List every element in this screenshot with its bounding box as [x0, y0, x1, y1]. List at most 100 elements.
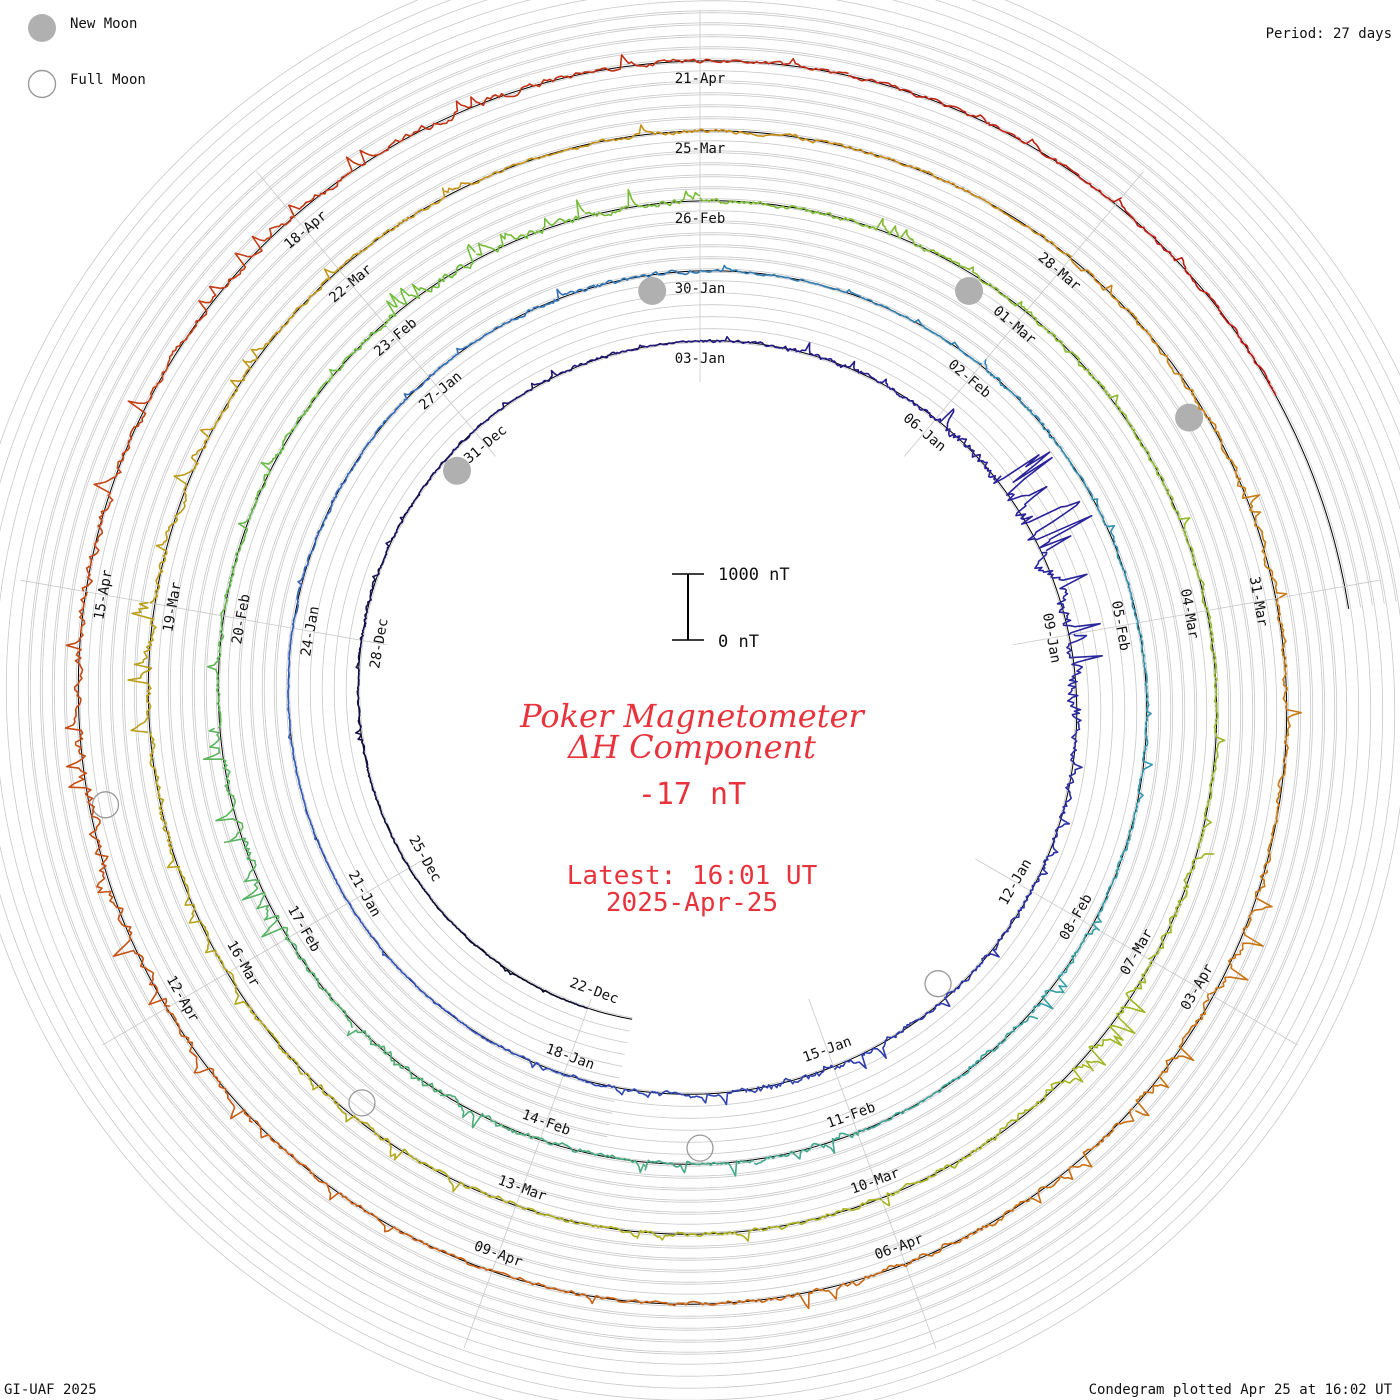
grid-spiral [5, 0, 1400, 1377]
trace-segment [473, 382, 542, 432]
full-moon-marker [348, 1089, 376, 1117]
trace-segment [1163, 354, 1239, 469]
trace-segment [288, 131, 416, 218]
trace-segment [419, 430, 475, 493]
trace-segment [1034, 551, 1101, 636]
date-label: 17-Feb [284, 903, 323, 955]
date-label: 21-Apr [675, 71, 726, 87]
trace-segment [96, 877, 170, 1007]
date-label: 16-Mar [223, 938, 262, 990]
new-moon-marker [638, 276, 667, 305]
new-moon-marker [1175, 403, 1204, 432]
trace-segment [563, 1074, 655, 1098]
trace-segment [993, 451, 1093, 552]
trace-segment [863, 372, 936, 421]
date-label: 06-Apr [873, 1231, 926, 1263]
trace-segment [359, 562, 384, 641]
trace-segment [552, 54, 701, 82]
trace-segment [317, 449, 365, 536]
date-label: 02-Feb [945, 357, 994, 402]
grid-spoke [20, 579, 387, 646]
date-label: 06-Jan [900, 410, 949, 455]
trace-segment [1148, 853, 1215, 960]
new-moon-legend-icon [28, 14, 56, 42]
trace-segment [783, 342, 865, 375]
trace-segment [287, 628, 294, 724]
grid-spoke [102, 858, 425, 1046]
trace-segment [1263, 733, 1290, 869]
trace-segment [894, 310, 982, 366]
trace-segment [303, 1072, 406, 1161]
trace-segment [911, 963, 981, 1024]
date-label: 31-Dec [461, 422, 510, 467]
date-label: 10-Mar [849, 1165, 902, 1197]
trace-segment [285, 938, 354, 1029]
grid-spoke [975, 858, 1298, 1046]
latest-date: 2025-Apr-25 [606, 888, 778, 918]
date-label: 22-Mar [326, 261, 375, 306]
date-label: 05-Feb [1108, 600, 1133, 653]
moon-markers [91, 276, 1204, 1162]
period-label: Period: 27 days [1266, 26, 1392, 42]
date-label: 31-Mar [1246, 575, 1271, 628]
trace-segment [1085, 960, 1153, 1072]
trace-segment [833, 1022, 913, 1071]
trace-segment [601, 269, 701, 285]
trace-segment [403, 1148, 517, 1206]
current-value: -17 nT [638, 777, 746, 812]
chart-title: Poker Magnetometer [519, 697, 865, 735]
trace-segment [509, 283, 603, 323]
trace-segment [1105, 524, 1139, 623]
grid-spoke [256, 171, 496, 457]
date-label: 03-Apr [1178, 961, 1217, 1013]
date-label: 03-Jan [675, 351, 726, 367]
scale-top-label: 1000 nT [718, 565, 790, 585]
trace-segment [831, 142, 958, 189]
trace-segment [1136, 622, 1152, 727]
trace-segment [1066, 633, 1103, 723]
new-moon-marker [443, 456, 472, 485]
trace-segment [1030, 928, 1097, 1014]
trace-segment [479, 1034, 564, 1076]
date-label: 08-Feb [1057, 891, 1096, 943]
grid-spiral [65, 48, 1361, 1317]
date-label: 19-Mar [160, 581, 185, 634]
trace-segment [348, 902, 408, 978]
trace-segment [307, 816, 350, 904]
trace-segment [925, 248, 1028, 311]
trace-segment [989, 1063, 1091, 1142]
date-label: 18-Apr [281, 208, 330, 253]
trace-segment [1028, 1107, 1135, 1204]
grid-spiral [41, 24, 1385, 1341]
trace-segment [179, 358, 252, 477]
trace-segment [700, 335, 784, 350]
trace-segment [1092, 828, 1133, 932]
trace-segment [206, 615, 225, 729]
trace-segment [540, 351, 619, 384]
trace-segment [644, 1159, 754, 1177]
trace-segment [354, 719, 377, 798]
trace-segment [984, 359, 1053, 439]
trace-segment [287, 723, 310, 818]
trace-segment [1052, 436, 1106, 526]
trace-segment [1134, 993, 1210, 1117]
trace-segment [745, 1064, 835, 1094]
date-label: 21-Jan [345, 868, 384, 920]
date-label: 12-Apr [163, 973, 202, 1025]
trace-segment [540, 1137, 647, 1174]
date-label: 25-Dec [405, 833, 444, 885]
trace-segment [799, 278, 896, 313]
footer-credit: GI-UAF 2025 [4, 1382, 97, 1398]
grid-spiral [17, 0, 1400, 1365]
trace-segment [1062, 721, 1083, 810]
trace-segment [428, 320, 511, 378]
trace-segment [769, 1263, 907, 1310]
grid-spiral [29, 12, 1397, 1353]
date-label: 25-Mar [675, 141, 726, 157]
trace-segment [228, 971, 304, 1076]
date-label: 27-Jan [416, 369, 465, 414]
grid-spiral [53, 36, 1373, 1329]
